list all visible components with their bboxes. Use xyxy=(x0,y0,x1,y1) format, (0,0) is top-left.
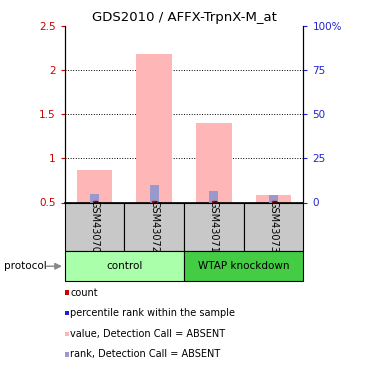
Text: value, Detection Call = ABSENT: value, Detection Call = ABSENT xyxy=(70,329,225,339)
Bar xyxy=(65,251,184,281)
Text: GSM43071: GSM43071 xyxy=(209,200,219,254)
Bar xyxy=(90,194,99,202)
Bar xyxy=(209,191,218,202)
Text: WTAP knockdown: WTAP knockdown xyxy=(198,261,289,271)
Bar xyxy=(196,123,232,202)
Bar xyxy=(137,54,172,202)
Text: GSM43070: GSM43070 xyxy=(90,200,100,254)
Text: GSM43073: GSM43073 xyxy=(269,200,279,254)
Text: protocol: protocol xyxy=(4,261,47,271)
Text: GSM43072: GSM43072 xyxy=(149,200,159,254)
Text: rank, Detection Call = ABSENT: rank, Detection Call = ABSENT xyxy=(70,350,220,359)
Text: percentile rank within the sample: percentile rank within the sample xyxy=(70,308,235,318)
Bar xyxy=(184,251,303,281)
Bar xyxy=(244,202,303,251)
Bar xyxy=(256,195,292,202)
Bar xyxy=(184,202,244,251)
Text: count: count xyxy=(70,288,98,297)
Title: GDS2010 / AFFX-TrpnX-M_at: GDS2010 / AFFX-TrpnX-M_at xyxy=(92,11,276,24)
Text: control: control xyxy=(106,261,142,271)
Bar xyxy=(269,195,278,202)
Bar xyxy=(150,185,159,202)
Bar xyxy=(124,202,184,251)
Bar xyxy=(65,202,124,251)
Bar xyxy=(77,170,112,202)
